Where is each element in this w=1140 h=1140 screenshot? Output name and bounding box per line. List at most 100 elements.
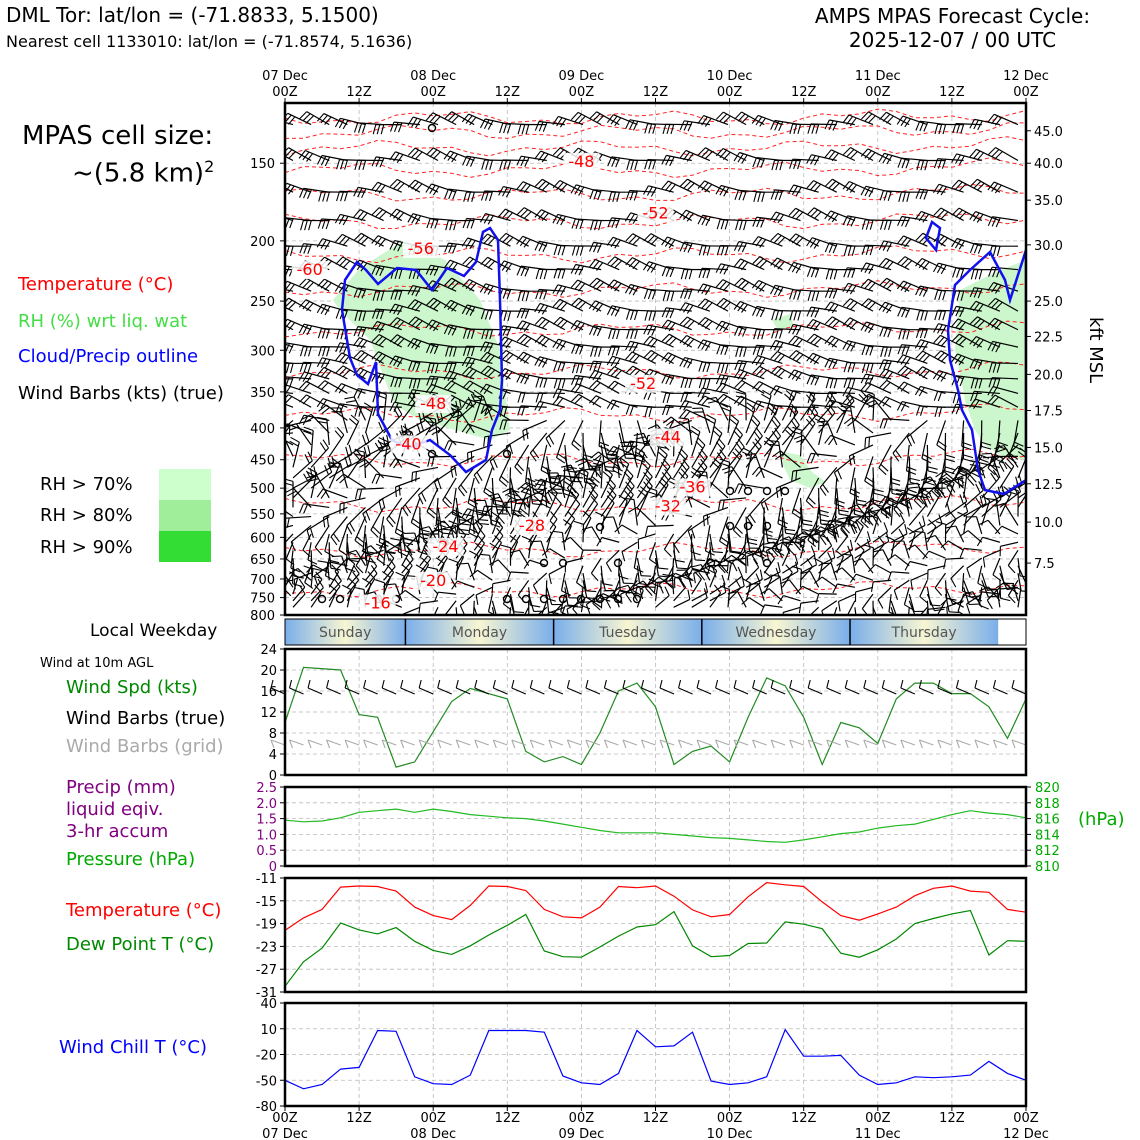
wind-barb-flag <box>466 328 471 339</box>
wind-barb <box>316 488 348 499</box>
wind-barb-staff <box>338 525 348 551</box>
wind-barb-flag <box>614 260 623 269</box>
wind-barb-flag <box>828 120 834 131</box>
wind-barb-staff <box>847 267 874 271</box>
wind-barb <box>661 307 692 319</box>
wind-barb <box>365 439 384 468</box>
wind-barb-flag <box>616 192 620 202</box>
wind-barb-flag <box>607 380 615 389</box>
wind-barb-flag <box>951 306 957 316</box>
wind-barb <box>606 355 638 368</box>
wind-barb-staff <box>450 394 475 408</box>
wind-barb-flag <box>338 235 347 245</box>
wind-barb-flag <box>461 508 469 518</box>
wind-barb-flag <box>610 382 619 391</box>
wind-barb-flag <box>433 301 441 310</box>
wind-barb-flag <box>375 336 383 344</box>
wind-barb-staff <box>505 432 529 447</box>
wind-barb-flag <box>318 404 327 412</box>
wind-barb-flag <box>503 419 508 430</box>
wind-barb-flag <box>487 355 495 364</box>
wind-barb-flag <box>678 417 689 420</box>
wind-barb <box>734 360 765 372</box>
wind-barb-flag <box>969 316 978 325</box>
wind-barb <box>545 419 566 448</box>
wind-barb-flag <box>991 149 1000 157</box>
wind-barb-staff <box>829 119 855 126</box>
wind-barb-flag <box>737 153 744 163</box>
wind-barb-flag <box>371 334 380 342</box>
wind-barb-flag <box>752 216 758 227</box>
wind-barb-flag <box>451 115 459 124</box>
wind-barb-flag <box>378 338 387 346</box>
wind-barb-flag <box>299 503 305 514</box>
wind-barb-flag <box>697 214 704 225</box>
wind-barb-flag <box>614 283 622 292</box>
wind-barb-flag <box>759 307 766 318</box>
pressure-unit-label: (hPa) <box>1078 809 1125 830</box>
wind-barb-staff <box>647 524 674 527</box>
wind-barb-flag <box>398 377 403 388</box>
wind-barb-staff <box>287 318 312 331</box>
wind-barb-flag <box>469 306 476 316</box>
wind-barb-flag <box>632 237 641 246</box>
wind-barb-flag <box>1032 466 1036 475</box>
legend-rh80: RH > 80% <box>40 505 133 526</box>
wind-barb <box>933 158 964 169</box>
wind-barb-staff <box>636 420 646 446</box>
wind-barb-flag <box>629 405 635 415</box>
wind-barb-flag <box>773 341 780 351</box>
wind-barb-flag <box>933 350 942 359</box>
wind-barb-flag <box>705 285 712 296</box>
wind-barb-flag <box>992 267 997 278</box>
wind-barb-flag <box>324 306 331 316</box>
wind-barb-flag <box>288 343 294 354</box>
wind-barb-flag <box>574 395 583 404</box>
wind-barb-flag <box>701 318 710 327</box>
wind-barb-staff <box>621 524 638 535</box>
wind-barb-flag <box>289 218 294 229</box>
wind-barb-flag <box>447 382 456 391</box>
wind-barb-flag <box>426 297 434 306</box>
wind-barb-flag <box>843 147 851 155</box>
wind-barb-flag <box>715 320 723 330</box>
wind-barb-flag <box>878 301 886 311</box>
wind-barb-flag <box>524 157 530 167</box>
wind-barb-flag <box>909 434 916 444</box>
wind-barb-flag <box>864 150 872 159</box>
wind-barb-flag <box>868 437 871 448</box>
wind-barb-flag <box>324 116 332 125</box>
wind-barb-flag <box>396 320 405 329</box>
wind-barb-staff <box>378 516 385 543</box>
wind-barb-staff <box>339 190 366 193</box>
wind-barb-flag <box>777 261 785 270</box>
wind-barb-staff <box>467 477 475 504</box>
wind-barb-flag <box>883 220 888 230</box>
wind-barb-staff <box>955 123 982 126</box>
wind-barb-flag <box>882 113 891 122</box>
wind-barb-flag <box>937 391 943 402</box>
wind-barb-flag <box>759 117 766 127</box>
wind-barb-flag <box>520 374 526 384</box>
wind-barb-flag <box>538 304 545 314</box>
wind-barb-flag <box>552 530 563 534</box>
wind-barb-flag <box>396 528 406 535</box>
wind-barb-flag <box>505 188 512 198</box>
wind-barb <box>461 113 493 126</box>
wind-barb <box>981 469 1000 499</box>
wind-barb-flag <box>915 189 921 199</box>
wind-barb-staff <box>505 232 529 247</box>
wind-barb-flag <box>375 309 381 319</box>
wind-barb-flag <box>994 301 1003 310</box>
wind-barb-flag <box>298 371 305 381</box>
wind-barb-flag <box>573 520 584 525</box>
wind-barb-flag <box>416 361 421 372</box>
wind-barb-flag <box>734 277 743 286</box>
wind-barb-flag <box>429 385 436 395</box>
wind-barb-flag <box>946 502 951 513</box>
wind-barb-flag <box>448 361 453 372</box>
wind-barb-flag <box>575 344 580 355</box>
wind-barb-flag <box>864 374 870 385</box>
wind-barb-flag <box>326 191 330 202</box>
wind-barb-flag <box>342 369 351 378</box>
